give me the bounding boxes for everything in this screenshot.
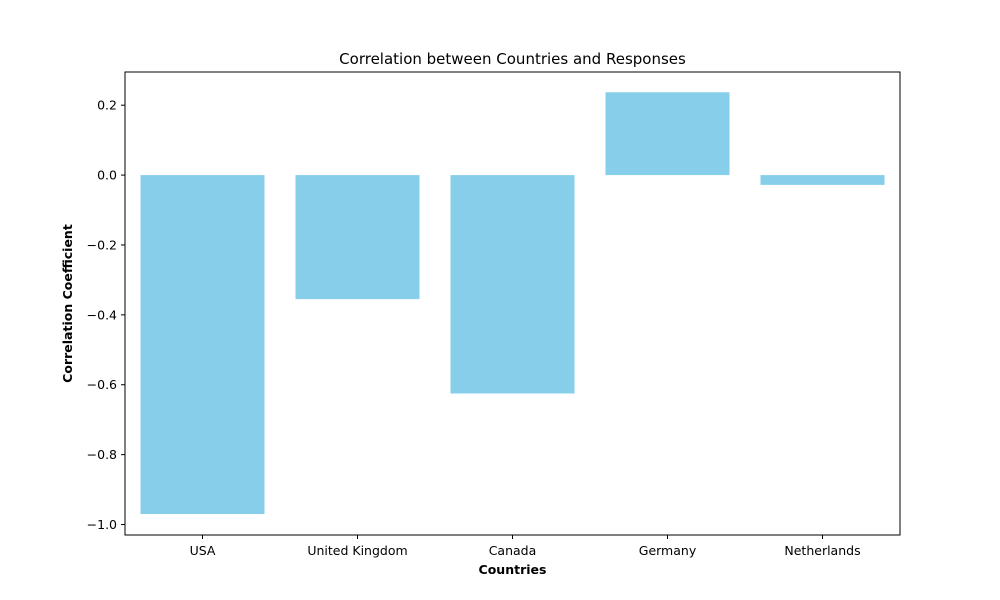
bar-germany: [605, 92, 730, 176]
x-tick-label: Germany: [639, 543, 697, 558]
x-tick-label: United Kingdom: [307, 543, 407, 558]
y-tick-label: −1.0: [87, 517, 117, 532]
x-axis: USA United Kingdom Canada Germany Netherland…: [190, 535, 861, 558]
x-tick-label: USA: [190, 543, 216, 558]
bar-united-kingdom: [295, 175, 420, 300]
y-tick-label: −0.6: [87, 377, 117, 392]
y-axis-label: Correlation Coefficient: [60, 224, 75, 383]
y-tick-label: 0.2: [97, 98, 117, 113]
x-axis-label: Countries: [479, 562, 547, 577]
x-tick-label: Netherlands: [784, 543, 860, 558]
y-tick-label: 0.0: [97, 168, 117, 183]
y-axis: −1.0 −0.8 −0.6 −0.4 −0.2 0.0 0.2: [87, 98, 125, 532]
y-tick-label: −0.8: [87, 447, 117, 462]
bars-group: [140, 92, 885, 515]
bar-netherlands: [760, 175, 885, 185]
y-tick-label: −0.2: [87, 237, 117, 252]
x-tick-label: Canada: [489, 543, 537, 558]
bar-canada: [450, 175, 575, 394]
chart-title: Correlation between Countries and Respon…: [339, 50, 686, 68]
y-tick-label: −0.4: [87, 307, 117, 322]
bar-usa: [140, 175, 265, 515]
